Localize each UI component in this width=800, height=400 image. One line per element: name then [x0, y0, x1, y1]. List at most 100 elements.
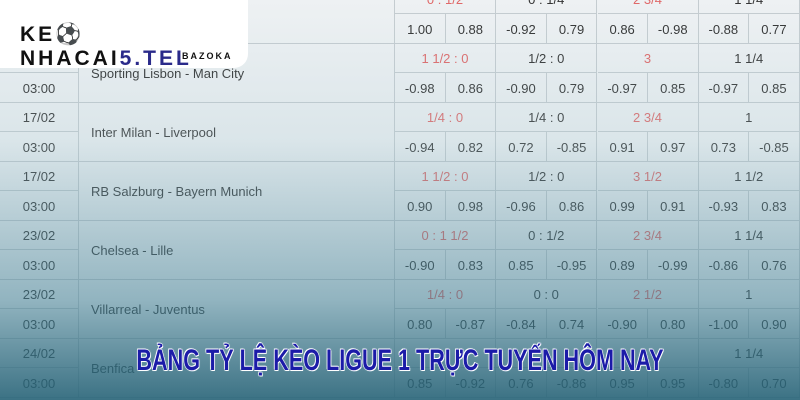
handicap-line: 2 3/4	[597, 221, 699, 250]
handicap-line: 1 1/4	[698, 339, 800, 368]
match-date: 24/02	[0, 339, 78, 368]
odds-value: 0.80	[648, 309, 699, 339]
odds-value: 0.85	[648, 73, 699, 103]
odds-value: 0.86	[446, 73, 497, 103]
odds-value: -0.85	[547, 132, 598, 162]
odds-value: 0.70	[749, 368, 800, 398]
odds-value: 0.90	[749, 309, 800, 339]
odds-value: 0.80	[395, 309, 446, 339]
logo: KE⚽NHACAI5.TEL BAZOKA	[0, 0, 248, 71]
odds-value: -0.85	[749, 132, 800, 162]
odds-value: -0.94	[395, 132, 446, 162]
handicap-line: 1	[698, 103, 800, 132]
match-row[interactable]: 17/02 03:00 Inter Milan - Liverpool 1/4 : 0…	[0, 103, 800, 162]
odds-value: 0.91	[597, 132, 648, 162]
match-time: 03:00	[22, 198, 56, 214]
odds-value: -0.96	[496, 191, 547, 221]
odds-value: 0.99	[597, 191, 648, 221]
odds-value: -0.90	[597, 309, 648, 339]
odds-value: -0.84	[496, 309, 547, 339]
match-teams: Villarreal - Juventus	[78, 280, 395, 339]
odds-value: -0.93	[699, 191, 750, 221]
handicap-line: 0 : 1/2	[395, 0, 496, 14]
odds-value: -0.98	[395, 73, 446, 103]
odds-value: 0.73	[699, 132, 750, 162]
handicap-line: 1/4 : 0	[496, 103, 598, 132]
odds-value: -0.88	[699, 14, 750, 44]
handicap-line: 0 : 0	[496, 280, 598, 309]
handicap-line: 1 1/2 : 0	[395, 162, 496, 191]
match-teams: Chelsea - Lille	[78, 221, 395, 280]
handicap-line: 0 : 1 1/2	[395, 221, 496, 250]
odds-value: 0.88	[446, 14, 497, 44]
handicap-line: 3 1/2	[597, 162, 699, 191]
handicap-line: 0 : 1/4	[496, 0, 598, 14]
logo-wordmark: KE⚽NHACAI5.TEL	[20, 23, 248, 71]
odds-value: 0.85	[496, 250, 547, 280]
match-teams: Inter Milan - Liverpool	[78, 103, 395, 162]
odds-value: -0.90	[395, 250, 446, 280]
match-row[interactable]: 23/02 03:00 Chelsea - Lille 0 : 1 1/2 0 : 1/…	[0, 221, 800, 280]
handicap-line: 3	[597, 44, 699, 73]
handicap-line: 1	[698, 280, 800, 309]
logo-text: 5.TEL	[119, 47, 192, 70]
odds-value: -1.00	[699, 309, 750, 339]
odds-value: 0.83	[749, 191, 800, 221]
odds-value: 0.86	[547, 191, 598, 221]
odds-value: 0.82	[446, 132, 497, 162]
odds-value: -0.97	[699, 73, 750, 103]
handicap-line: 1 1/4	[698, 221, 800, 250]
odds-value: 0.85	[749, 73, 800, 103]
match-time: 03:00	[22, 257, 56, 273]
match-teams: RB Salzburg - Bayern Munich	[78, 162, 395, 221]
match-date: 17/02	[0, 103, 78, 132]
handicap-line: 2 3/4	[597, 0, 699, 14]
handicap-line: 2 3/4	[597, 103, 699, 132]
odds-value: -0.92	[496, 14, 547, 44]
odds-value: 0.97	[648, 132, 699, 162]
match-time: 03:00	[22, 139, 56, 155]
logo-text: KE	[20, 23, 56, 46]
odds-value: 0.77	[749, 14, 800, 44]
odds-value: -0.80	[699, 368, 750, 398]
handicap-line: 1/4 : 0	[395, 280, 496, 309]
handicap-line: 1 1/4	[698, 0, 800, 14]
odds-value: 0.83	[446, 250, 497, 280]
handicap-line: 1/4 : 0	[395, 103, 496, 132]
handicap-line: 1 1/2	[698, 162, 800, 191]
odds-value: -0.97	[597, 73, 648, 103]
handicap-line: 0 : 1/2	[496, 221, 598, 250]
odds-value: -0.86	[699, 250, 750, 280]
handicap-line: 1/2 : 0	[496, 162, 598, 191]
match-time: 03:00	[22, 80, 56, 96]
odds-value: 0.90	[395, 191, 446, 221]
odds-value: 0.91	[648, 191, 699, 221]
match-date: 23/02	[0, 221, 78, 250]
odds-value: -0.95	[547, 250, 598, 280]
odds-value: -0.99	[648, 250, 699, 280]
odds-value: 0.79	[547, 14, 598, 44]
odds-value: 0.98	[446, 191, 497, 221]
logo-text: NHACAI	[20, 47, 120, 70]
odds-value: 0.86	[597, 14, 648, 44]
match-time: 03:00	[22, 316, 56, 332]
odds-value: -0.87	[446, 309, 497, 339]
handicap-line: 1 1/2 : 0	[395, 44, 496, 73]
match-row[interactable]: 17/02 03:00 RB Salzburg - Bayern Munich 1 1…	[0, 162, 800, 221]
odds-value: -0.98	[648, 14, 699, 44]
match-date: 17/02	[0, 162, 78, 191]
football-mascot-icon: ⚽	[55, 23, 85, 46]
handicap-line: 1 1/4	[698, 44, 800, 73]
banner-title: BẢNG TỶ LỆ KÈO LIGUE 1 TRỰC TUYẾN HÔM NA…	[136, 343, 664, 377]
match-time: 03:00	[22, 375, 56, 391]
handicap-line: 2 1/2	[597, 280, 699, 309]
logo-subtitle: BAZOKA	[182, 51, 233, 61]
match-date: 23/02	[0, 280, 78, 309]
odds-value: 0.72	[496, 132, 547, 162]
odds-value: 0.76	[749, 250, 800, 280]
odds-value: 0.79	[547, 73, 598, 103]
odds-value: 0.89	[597, 250, 648, 280]
odds-value: -0.90	[496, 73, 547, 103]
odds-value: 1.00	[395, 14, 446, 44]
